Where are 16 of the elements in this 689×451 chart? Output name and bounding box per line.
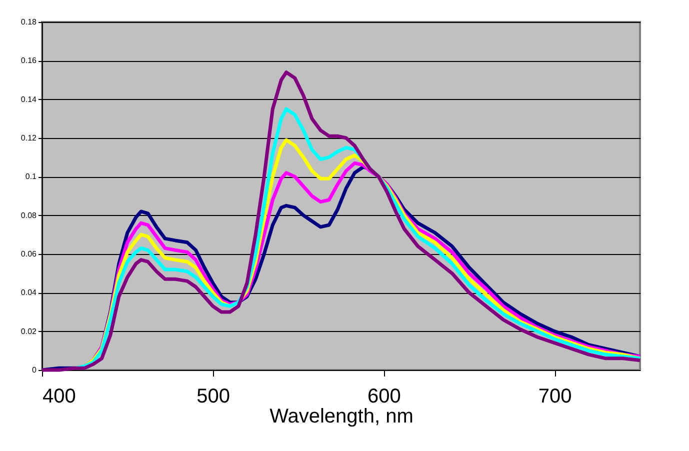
y-tick-label: 0.18 [20,18,38,26]
x-tick-label: 500 [196,386,230,408]
y-tick-label: 0.02 [20,326,38,336]
x-axis-title: Wavelength, nm [270,406,414,428]
y-tick-label: 0.16 [20,56,38,66]
y-tick-label: 0 [32,366,38,374]
y-tick-label: 0.12 [20,134,38,142]
x-tick-label: 700 [538,386,572,408]
x-tick-label: 600 [368,386,401,408]
y-tick-label: 0.14 [20,94,38,104]
line-series [40,70,642,372]
y-tick-label: 0.06 [20,250,38,258]
y-tick-label: 0.04 [20,288,38,298]
y-tick-label: 0.1 [25,172,38,182]
y-tick-label: 0.08 [20,210,38,220]
x-tick-label: 400 [42,386,76,408]
